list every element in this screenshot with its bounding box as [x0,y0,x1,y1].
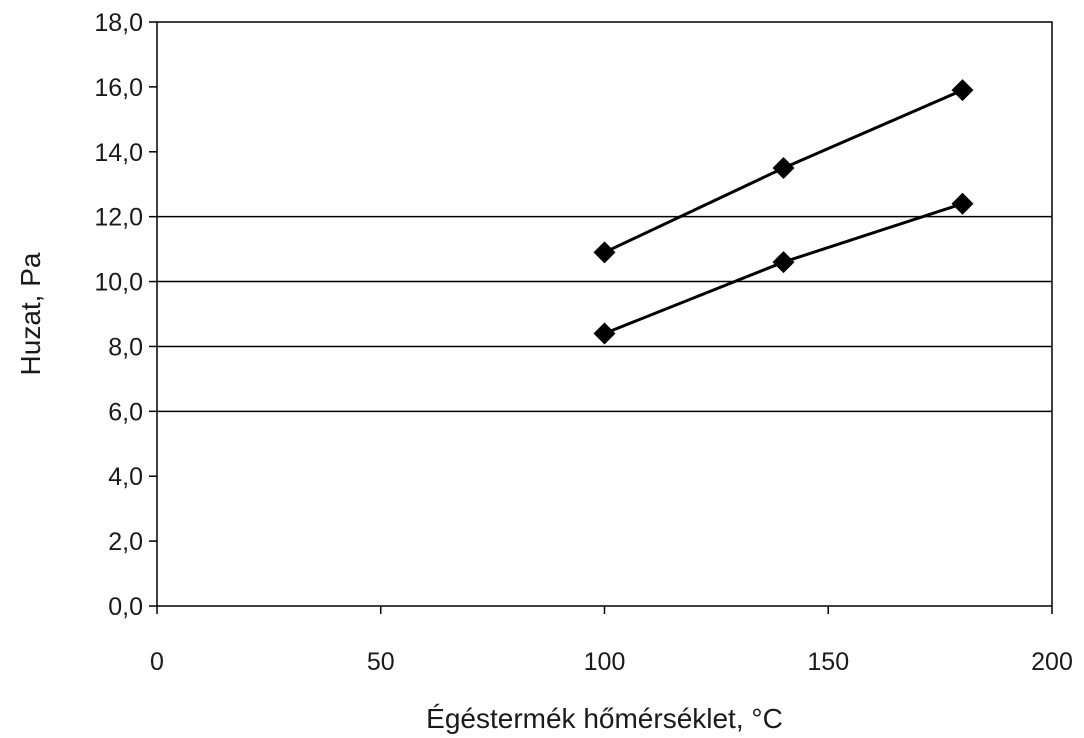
x-tick-label: 150 [807,648,849,676]
data-point-marker [951,79,974,102]
x-tick-label: 100 [584,648,626,676]
data-point-marker [951,192,974,215]
y-tick-label: 2,0 [108,528,143,556]
y-tick-label: 10,0 [94,269,143,297]
y-tick-label: 16,0 [94,74,143,102]
y-tick-label: 0,0 [108,593,143,621]
y-tick-label: 14,0 [94,139,143,167]
y-tick-label: 18,0 [94,9,143,37]
series-1 [593,79,974,264]
series-2 [593,192,974,345]
y-tick-label: 8,0 [108,333,143,361]
y-axis-title: Huzat, Pa [15,252,46,375]
x-tick-label: 50 [367,648,395,676]
data-point-marker [772,157,795,179]
x-tick-label: 0 [150,648,164,676]
y-tick-label: 6,0 [108,398,143,426]
gridlines [157,215,1052,413]
axes [149,21,1053,614]
series [593,79,974,345]
data-point-marker [593,322,616,345]
y-tick-label: 12,0 [94,204,143,232]
y-tick-label: 4,0 [108,463,143,491]
tick-labels: 0,0 2,0 4,0 6,0 8,0 10,0 12,0 14,0 16,0 18,0 0 50 10… [94,9,1073,676]
data-point-marker [593,241,616,264]
data-point-marker [772,251,795,274]
x-tick-label: 200 [1031,648,1073,676]
x-axis-title: Égéstermék hőmérséklet, °C [426,703,783,734]
